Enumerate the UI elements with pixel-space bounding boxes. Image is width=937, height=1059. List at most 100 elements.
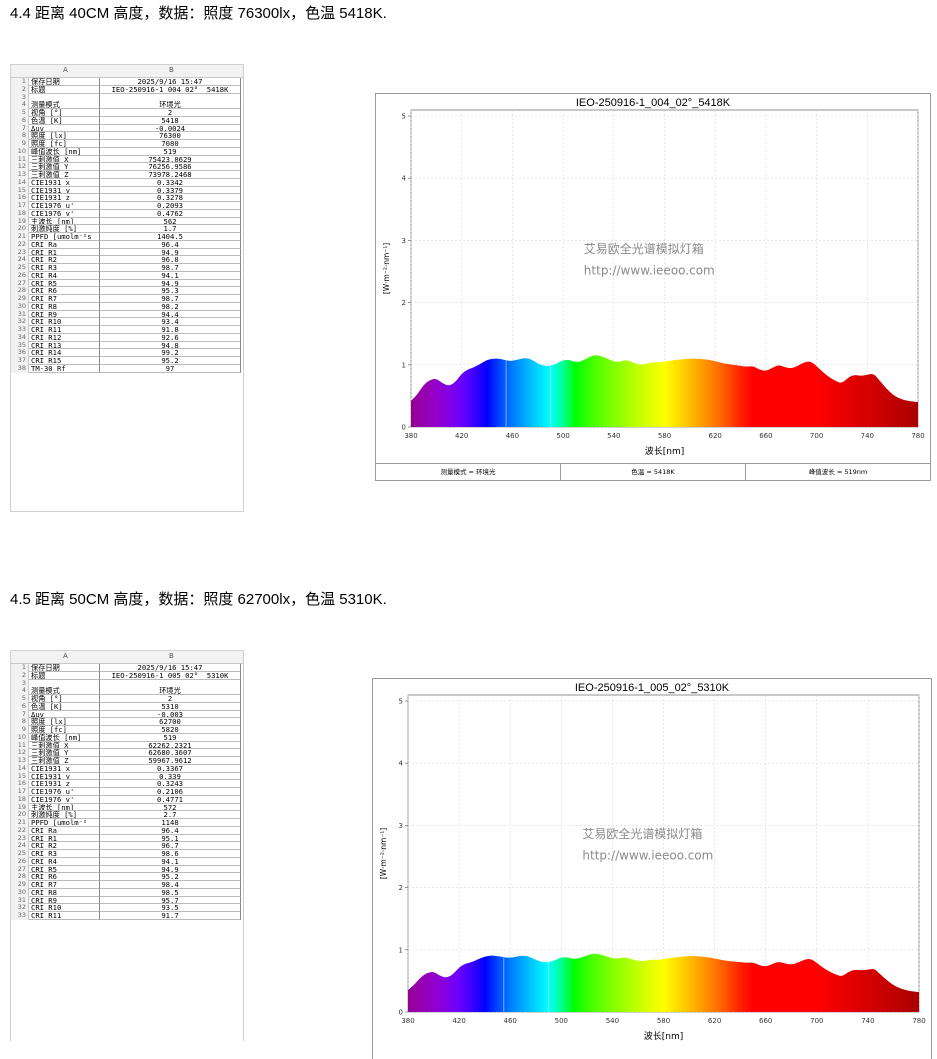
row-number[interactable]: 1 (11, 77, 29, 86)
cell-value[interactable]: 0.2093 (100, 202, 241, 210)
row-number[interactable]: 2 (11, 671, 29, 680)
row-number[interactable]: 34 (11, 333, 29, 342)
cell-label[interactable]: CRI R15 (29, 357, 100, 365)
cell-value[interactable]: 98.2 (100, 302, 241, 311)
cell-label[interactable]: CRI R8 (29, 888, 100, 897)
row-number[interactable]: 9 (11, 139, 29, 148)
cell-value[interactable]: 5418 (100, 116, 241, 125)
cell-label[interactable]: CRI R10 (29, 904, 100, 912)
cell-label[interactable]: 刺激纯度 [%] (29, 811, 100, 819)
row-number[interactable]: 14 (11, 764, 29, 773)
cell-label[interactable]: 三刺激值 Z (29, 171, 100, 179)
cell-value[interactable]: 98.6 (100, 850, 241, 858)
row-number[interactable]: 28 (11, 286, 29, 295)
cell-label[interactable]: CIE1976 v' (29, 209, 100, 218)
cell-label[interactable]: CRI R3 (29, 264, 100, 272)
cell-label[interactable]: CRI R3 (29, 850, 100, 858)
cell-value[interactable] (100, 679, 241, 688)
row-number[interactable]: 4 (11, 686, 29, 695)
row-number[interactable]: 3 (11, 93, 29, 102)
cell-value[interactable]: 环境光 (100, 687, 241, 695)
cell-value[interactable]: -0.003 (100, 710, 241, 719)
row-number[interactable]: 20 (11, 224, 29, 233)
row-number[interactable]: 7 (11, 124, 29, 133)
cell-label[interactable]: 照度 [fc] (29, 140, 100, 148)
cell-value[interactable]: 1404.5 (100, 233, 241, 241)
cell-label[interactable]: CIE1931 x (29, 178, 100, 187)
row-number[interactable]: 8 (11, 717, 29, 726)
cell-label[interactable]: CRI R14 (29, 349, 100, 357)
row-number[interactable]: 28 (11, 872, 29, 881)
cell-label[interactable]: CIE1976 u' (29, 202, 100, 210)
cell-value[interactable]: 94.1 (100, 271, 241, 280)
cell-label[interactable]: 三刺激值 Z (29, 757, 100, 765)
cell-value[interactable]: 75423.8629 (100, 155, 241, 164)
cell-label[interactable]: CRI R2 (29, 256, 100, 264)
cell-label[interactable]: 测量模式 (29, 687, 100, 695)
row-number[interactable]: 13 (11, 756, 29, 765)
cell-label[interactable]: CRI R1 (29, 834, 100, 843)
row-number[interactable]: 20 (11, 810, 29, 819)
cell-value[interactable]: 562 (100, 217, 241, 226)
cell-label[interactable]: CRI R12 (29, 333, 100, 342)
cell-label[interactable]: CIE1931 y (29, 186, 100, 195)
row-number[interactable]: 15 (11, 772, 29, 781)
row-number[interactable]: 21 (11, 232, 29, 241)
cell-label[interactable]: CRI R7 (29, 295, 100, 303)
row-number[interactable]: 27 (11, 279, 29, 288)
cell-label[interactable]: 三刺激值 X (29, 741, 100, 750)
cell-label[interactable]: CRI R9 (29, 896, 100, 905)
cell-value[interactable]: IEO-250916-1_005_02° _5310K (100, 671, 241, 680)
cell-value[interactable]: 95.1 (100, 834, 241, 843)
row-number[interactable]: 26 (11, 271, 29, 280)
row-number[interactable]: 5 (11, 694, 29, 703)
row-number[interactable]: 19 (11, 217, 29, 226)
row-number[interactable]: 18 (11, 795, 29, 804)
row-number[interactable]: 33 (11, 325, 29, 334)
row-number[interactable]: 33 (11, 911, 29, 920)
cell-label[interactable]: CRI R10 (29, 318, 100, 326)
cell-value[interactable] (100, 93, 241, 102)
cell-value[interactable]: 519 (100, 733, 241, 742)
cell-label[interactable]: 照度 [fc] (29, 726, 100, 734)
row-number[interactable]: 7 (11, 710, 29, 719)
cell-label[interactable]: PPFD [umolm⁻² (29, 819, 100, 827)
cell-value[interactable]: 0.3342 (100, 178, 241, 187)
cell-value[interactable]: 2.7 (100, 811, 241, 819)
row-number[interactable]: 29 (11, 880, 29, 889)
cell-value[interactable]: 98.5 (100, 888, 241, 897)
cell-value[interactable]: 92.6 (100, 333, 241, 342)
row-number[interactable]: 3 (11, 679, 29, 688)
cell-value[interactable]: 2025/9/16 15:47 (100, 664, 241, 672)
cell-label[interactable]: 照度 [lx] (29, 132, 100, 140)
cell-value[interactable]: 94.9 (100, 248, 241, 257)
cell-label[interactable]: CRI R2 (29, 842, 100, 850)
row-number[interactable]: 32 (11, 903, 29, 912)
cell-value[interactable]: 96.8 (100, 256, 241, 264)
cell-label[interactable]: 三刺激值 X (29, 155, 100, 164)
cell-label[interactable]: CIE1931 y (29, 772, 100, 781)
cell-label[interactable]: 峰值波长 [nm] (29, 733, 100, 742)
cell-value[interactable]: 98.7 (100, 264, 241, 272)
row-number[interactable]: 12 (11, 748, 29, 757)
row-number[interactable]: 26 (11, 857, 29, 866)
cell-value[interactable]: 2 (100, 695, 241, 703)
cell-value[interactable]: 0.3243 (100, 780, 241, 788)
cell-label[interactable]: 标题 (29, 85, 100, 94)
cell-label[interactable]: CRI R1 (29, 248, 100, 257)
row-number[interactable]: 4 (11, 100, 29, 109)
row-number[interactable]: 25 (11, 849, 29, 858)
column-b-label[interactable]: B (169, 652, 174, 660)
row-number[interactable]: 1 (11, 663, 29, 672)
row-number[interactable]: 31 (11, 896, 29, 905)
cell-value[interactable]: 0.3367 (100, 764, 241, 773)
row-number[interactable]: 23 (11, 248, 29, 257)
cell-label[interactable]: 保存日期 (29, 78, 100, 86)
cell-label[interactable]: CRI Ra (29, 826, 100, 835)
cell-value[interactable]: 95.2 (100, 357, 241, 365)
cell-label[interactable]: 保存日期 (29, 664, 100, 672)
cell-label[interactable]: TM-30 Rf (29, 364, 100, 373)
cell-value[interactable]: 1.7 (100, 225, 241, 233)
cell-label[interactable]: CRI R8 (29, 302, 100, 311)
row-number[interactable]: 10 (11, 147, 29, 156)
